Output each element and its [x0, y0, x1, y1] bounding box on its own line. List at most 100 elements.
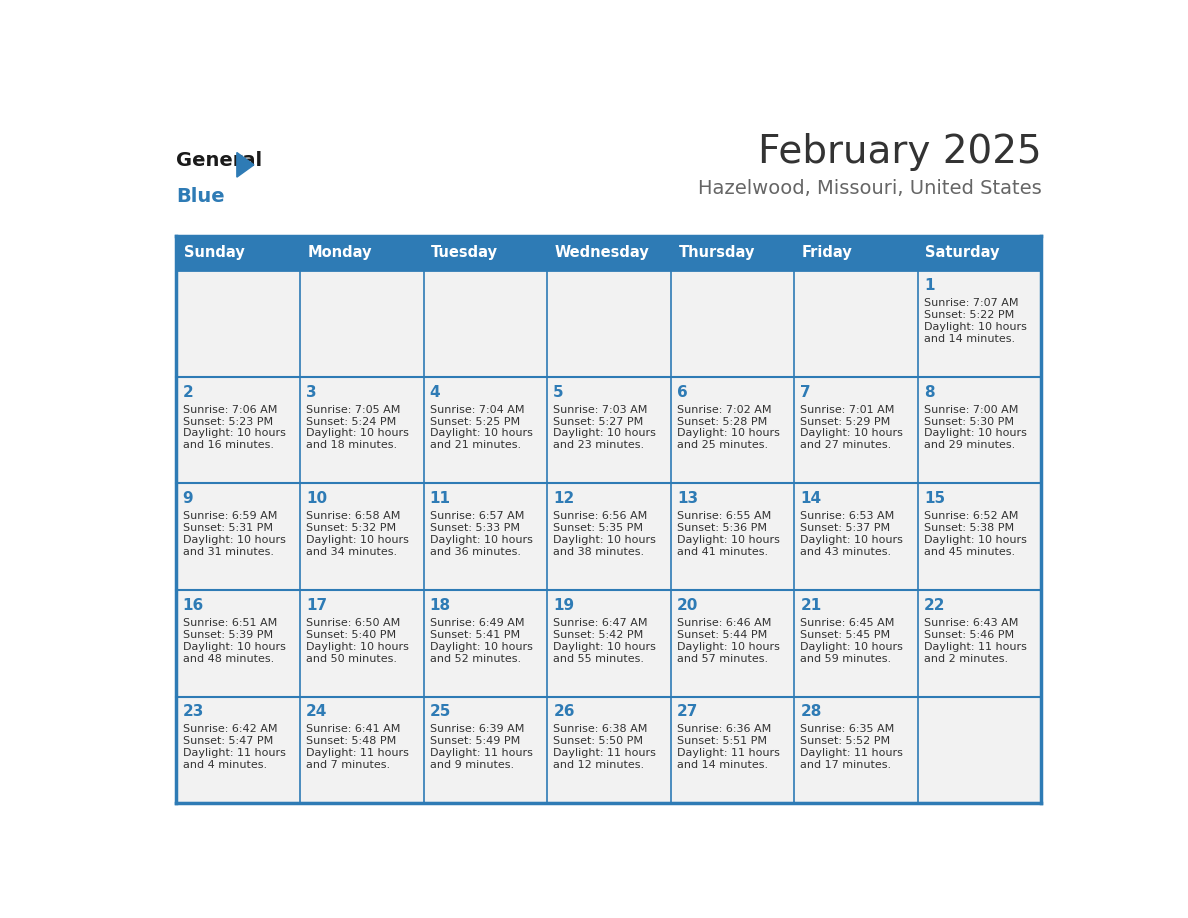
Text: Daylight: 11 hours: Daylight: 11 hours [924, 642, 1026, 652]
Text: Sunrise: 7:00 AM: Sunrise: 7:00 AM [924, 405, 1018, 415]
Text: Sunrise: 7:04 AM: Sunrise: 7:04 AM [430, 405, 524, 415]
Text: Sunset: 5:31 PM: Sunset: 5:31 PM [183, 523, 272, 533]
Text: and 21 minutes.: and 21 minutes. [430, 441, 520, 451]
Text: Daylight: 11 hours: Daylight: 11 hours [183, 748, 285, 758]
Text: Sunset: 5:35 PM: Sunset: 5:35 PM [554, 523, 643, 533]
Text: Sunset: 5:42 PM: Sunset: 5:42 PM [554, 630, 644, 640]
Text: Daylight: 10 hours: Daylight: 10 hours [801, 642, 903, 652]
Text: Daylight: 10 hours: Daylight: 10 hours [307, 642, 409, 652]
Text: Sunrise: 6:52 AM: Sunrise: 6:52 AM [924, 511, 1018, 521]
Text: Sunset: 5:28 PM: Sunset: 5:28 PM [677, 417, 767, 427]
Text: Daylight: 10 hours: Daylight: 10 hours [924, 429, 1026, 439]
Bar [299, 377, 423, 484]
Text: Daylight: 11 hours: Daylight: 11 hours [801, 748, 903, 758]
Text: Sunset: 5:22 PM: Sunset: 5:22 PM [924, 310, 1015, 320]
Text: Saturday: Saturday [925, 245, 1000, 261]
Text: and 31 minutes.: and 31 minutes. [183, 547, 273, 557]
Polygon shape [236, 152, 254, 177]
Text: 12: 12 [554, 491, 575, 506]
Text: Sunrise: 6:55 AM: Sunrise: 6:55 AM [677, 511, 771, 521]
Text: Daylight: 10 hours: Daylight: 10 hours [307, 535, 409, 545]
Bar [546, 484, 671, 590]
Text: Daylight: 11 hours: Daylight: 11 hours [677, 748, 779, 758]
Text: Sunrise: 6:57 AM: Sunrise: 6:57 AM [430, 511, 524, 521]
Text: and 45 minutes.: and 45 minutes. [924, 547, 1015, 557]
Text: Hazelwood, Missouri, United States: Hazelwood, Missouri, United States [697, 179, 1042, 198]
Text: 8: 8 [924, 385, 935, 399]
Bar [546, 270, 671, 377]
Bar [918, 484, 1042, 590]
Bar [176, 236, 299, 270]
Text: Sunset: 5:38 PM: Sunset: 5:38 PM [924, 523, 1015, 533]
Text: and 50 minutes.: and 50 minutes. [307, 654, 397, 664]
Text: Sunrise: 7:03 AM: Sunrise: 7:03 AM [554, 405, 647, 415]
Text: 1: 1 [924, 278, 935, 293]
Text: Sunrise: 6:46 AM: Sunrise: 6:46 AM [677, 618, 771, 628]
Bar [299, 236, 423, 270]
Text: Sunset: 5:48 PM: Sunset: 5:48 PM [307, 736, 397, 746]
Text: Sunset: 5:25 PM: Sunset: 5:25 PM [430, 417, 520, 427]
Bar [795, 377, 918, 484]
Text: 3: 3 [307, 385, 317, 399]
Text: Sunset: 5:50 PM: Sunset: 5:50 PM [554, 736, 643, 746]
Text: Sunrise: 7:01 AM: Sunrise: 7:01 AM [801, 405, 895, 415]
Text: Sunrise: 6:49 AM: Sunrise: 6:49 AM [430, 618, 524, 628]
Text: 23: 23 [183, 704, 204, 720]
Bar [918, 236, 1042, 270]
Text: Daylight: 10 hours: Daylight: 10 hours [430, 535, 532, 545]
Bar [918, 697, 1042, 803]
Text: 17: 17 [307, 598, 327, 612]
Text: and 34 minutes.: and 34 minutes. [307, 547, 397, 557]
Text: Sunset: 5:46 PM: Sunset: 5:46 PM [924, 630, 1015, 640]
Text: Tuesday: Tuesday [431, 245, 498, 261]
Text: Sunrise: 6:47 AM: Sunrise: 6:47 AM [554, 618, 647, 628]
Text: 28: 28 [801, 704, 822, 720]
Text: Wednesday: Wednesday [555, 245, 650, 261]
Bar [299, 484, 423, 590]
Text: Daylight: 10 hours: Daylight: 10 hours [924, 322, 1026, 332]
Bar [546, 590, 671, 697]
Text: Daylight: 10 hours: Daylight: 10 hours [677, 535, 779, 545]
Bar [918, 590, 1042, 697]
Text: General: General [176, 151, 263, 170]
Text: Sunset: 5:33 PM: Sunset: 5:33 PM [430, 523, 519, 533]
Bar [795, 484, 918, 590]
Text: Daylight: 10 hours: Daylight: 10 hours [677, 642, 779, 652]
Text: Daylight: 10 hours: Daylight: 10 hours [554, 535, 656, 545]
Text: and 17 minutes.: and 17 minutes. [801, 760, 891, 770]
Text: Thursday: Thursday [678, 245, 754, 261]
Bar [795, 697, 918, 803]
Text: 13: 13 [677, 491, 699, 506]
Text: Sunset: 5:27 PM: Sunset: 5:27 PM [554, 417, 644, 427]
Text: 4: 4 [430, 385, 441, 399]
Text: Daylight: 10 hours: Daylight: 10 hours [430, 429, 532, 439]
Text: 19: 19 [554, 598, 574, 612]
Text: and 4 minutes.: and 4 minutes. [183, 760, 267, 770]
Text: Daylight: 10 hours: Daylight: 10 hours [554, 429, 656, 439]
Text: 20: 20 [677, 598, 699, 612]
Text: Sunrise: 6:50 AM: Sunrise: 6:50 AM [307, 618, 400, 628]
Text: and 18 minutes.: and 18 minutes. [307, 441, 397, 451]
Text: and 59 minutes.: and 59 minutes. [801, 654, 891, 664]
Bar [671, 377, 795, 484]
Text: Daylight: 11 hours: Daylight: 11 hours [430, 748, 532, 758]
Text: Sunrise: 6:51 AM: Sunrise: 6:51 AM [183, 618, 277, 628]
Text: Sunrise: 6:35 AM: Sunrise: 6:35 AM [801, 724, 895, 734]
Bar [671, 270, 795, 377]
Text: Sunset: 5:45 PM: Sunset: 5:45 PM [801, 630, 891, 640]
Text: Sunset: 5:47 PM: Sunset: 5:47 PM [183, 736, 273, 746]
Text: and 14 minutes.: and 14 minutes. [924, 334, 1015, 344]
Bar [423, 270, 546, 377]
Bar [299, 590, 423, 697]
Text: and 14 minutes.: and 14 minutes. [677, 760, 767, 770]
Bar [671, 484, 795, 590]
Bar [546, 697, 671, 803]
Bar [546, 236, 671, 270]
Text: and 43 minutes.: and 43 minutes. [801, 547, 891, 557]
Bar [423, 236, 546, 270]
Text: 6: 6 [677, 385, 688, 399]
Bar [671, 697, 795, 803]
Text: Sunrise: 7:05 AM: Sunrise: 7:05 AM [307, 405, 400, 415]
Text: Daylight: 11 hours: Daylight: 11 hours [554, 748, 656, 758]
Text: and 9 minutes.: and 9 minutes. [430, 760, 514, 770]
